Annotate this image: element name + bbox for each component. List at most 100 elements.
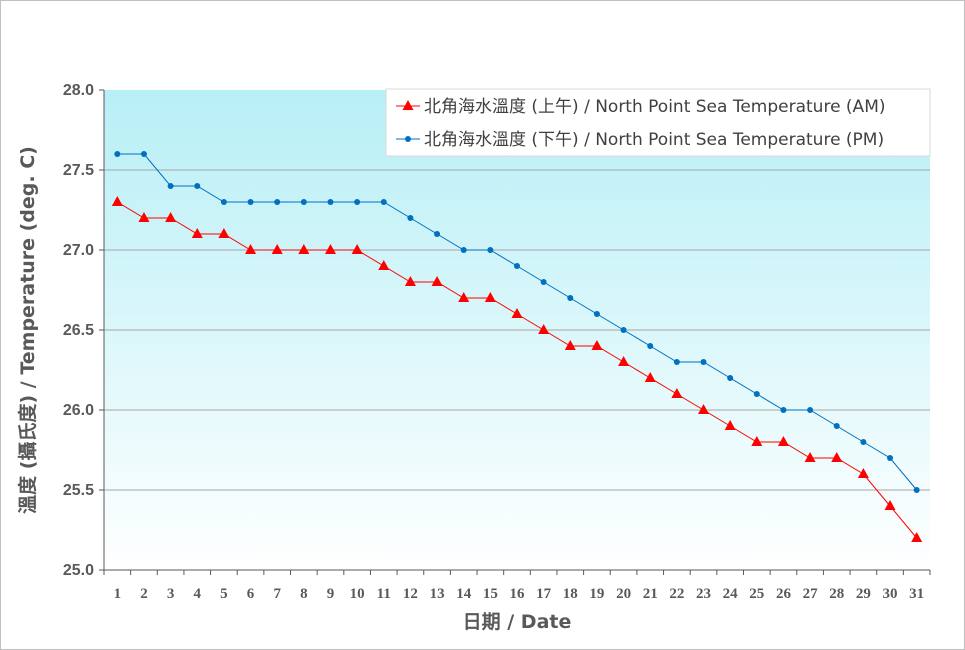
data-point xyxy=(698,404,710,414)
x-tick-label: 20 xyxy=(616,586,631,602)
data-point xyxy=(807,407,814,413)
data-point xyxy=(884,500,896,510)
data-point xyxy=(167,183,174,189)
data-point xyxy=(913,487,920,493)
data-point xyxy=(484,292,496,302)
data-point xyxy=(857,468,869,478)
y-axis-label: 溫度 (攝氏度) / Temperature (deg. C) xyxy=(16,146,39,514)
x-axis-label: 日期 / Date xyxy=(463,611,572,633)
data-point xyxy=(673,359,680,365)
x-tick-label: 24 xyxy=(723,586,739,602)
legend-label: 北角海水溫度 (下午) / North Point Sea Temperatur… xyxy=(424,130,884,150)
x-tick-label: 2 xyxy=(140,586,148,602)
legend-marker-icon xyxy=(402,100,414,110)
data-point xyxy=(378,260,390,270)
data-point xyxy=(380,199,387,205)
x-tick-label: 8 xyxy=(300,586,308,602)
y-tick-label: 27.0 xyxy=(63,242,94,259)
data-point xyxy=(700,359,707,365)
legend-marker-icon xyxy=(405,136,411,142)
x-tick-label: 6 xyxy=(247,586,255,602)
data-point xyxy=(245,244,257,254)
data-point xyxy=(194,183,201,189)
x-tick-label: 21 xyxy=(643,586,658,602)
y-tick-label: 28.0 xyxy=(63,82,94,99)
x-tick-label: 3 xyxy=(167,586,175,602)
data-point xyxy=(324,244,336,254)
y-tick-label: 27.5 xyxy=(63,162,94,179)
data-point xyxy=(751,436,763,446)
x-tick-label: 17 xyxy=(536,586,552,602)
x-tick-label: 18 xyxy=(563,586,578,602)
legend: 北角海水溫度 (上午) / North Point Sea Temperatur… xyxy=(385,88,931,157)
data-point xyxy=(487,247,494,253)
data-point xyxy=(647,343,654,349)
data-point xyxy=(540,279,547,285)
data-point xyxy=(300,199,307,205)
data-point xyxy=(247,199,254,205)
data-point xyxy=(593,311,600,317)
x-tick-label: 11 xyxy=(377,586,391,602)
y-tick-label: 25.0 xyxy=(63,562,94,579)
x-tick-label: 12 xyxy=(403,586,418,602)
x-tick-label: 1 xyxy=(114,586,122,602)
data-point xyxy=(191,228,203,238)
data-point xyxy=(780,407,787,413)
x-tick-label: 7 xyxy=(273,586,281,602)
data-point xyxy=(218,228,230,238)
data-point xyxy=(220,199,227,205)
x-tick-label: 26 xyxy=(776,586,792,602)
data-point xyxy=(724,420,736,430)
x-tick-label: 13 xyxy=(430,586,445,602)
data-point xyxy=(111,196,123,206)
x-tick-label: 19 xyxy=(589,586,604,602)
x-tick-label: 14 xyxy=(456,586,472,602)
x-tick-label: 16 xyxy=(510,586,526,602)
x-tick-label: 5 xyxy=(220,586,228,602)
x-tick-label: 4 xyxy=(194,586,202,602)
legend-label: 北角海水溫度 (上午) / North Point Sea Temperatur… xyxy=(424,97,886,117)
data-point xyxy=(351,244,363,254)
data-point xyxy=(165,212,177,222)
data-point xyxy=(887,455,894,461)
data-point xyxy=(804,452,816,462)
x-tick-label: 10 xyxy=(350,586,365,602)
data-point xyxy=(777,436,789,446)
data-point xyxy=(514,263,520,269)
data-point xyxy=(404,276,416,286)
data-point xyxy=(460,247,467,253)
data-point xyxy=(298,244,310,254)
x-tick-label: 31 xyxy=(909,586,924,602)
data-point xyxy=(271,244,283,254)
data-point xyxy=(458,292,470,302)
data-point xyxy=(511,308,523,318)
x-tick-label: 25 xyxy=(749,586,764,602)
x-tick-label: 27 xyxy=(803,586,819,602)
data-point xyxy=(114,151,121,157)
x-tick-label: 29 xyxy=(856,586,871,602)
data-point xyxy=(138,212,150,222)
data-point xyxy=(591,340,603,350)
data-point xyxy=(274,199,281,205)
data-point xyxy=(831,452,843,462)
data-point xyxy=(538,324,550,334)
x-tick-label: 28 xyxy=(829,586,844,602)
data-point xyxy=(431,276,443,286)
data-point xyxy=(327,199,334,205)
data-point xyxy=(860,439,867,445)
y-tick-label: 25.5 xyxy=(63,482,94,499)
data-point xyxy=(620,327,627,333)
data-point xyxy=(354,199,361,205)
data-point xyxy=(140,151,147,157)
data-point xyxy=(644,372,656,382)
x-tick-label: 22 xyxy=(669,586,684,602)
data-point xyxy=(671,388,683,398)
x-tick-label: 30 xyxy=(883,586,898,602)
x-tick-label: 9 xyxy=(327,586,335,602)
data-point xyxy=(618,356,630,366)
data-point xyxy=(727,375,734,381)
data-point xyxy=(911,532,923,542)
data-point xyxy=(753,391,760,397)
x-tick-label: 15 xyxy=(483,586,498,602)
